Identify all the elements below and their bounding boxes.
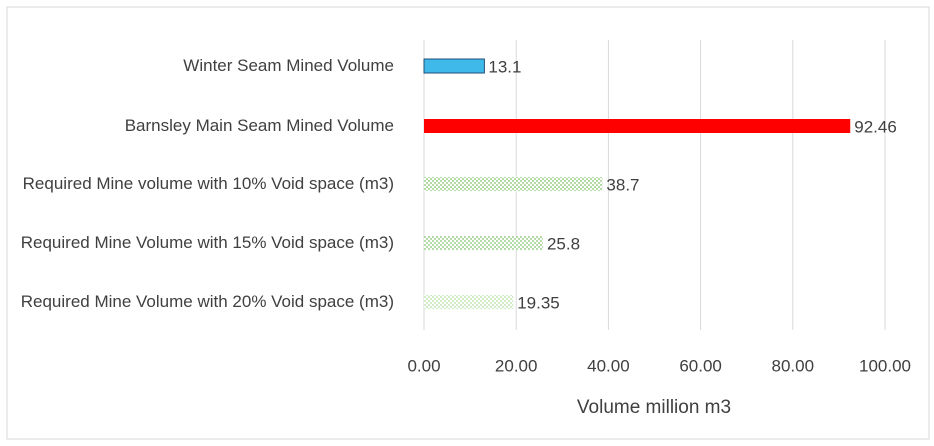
bar xyxy=(424,119,851,133)
category-label: Required Mine Volume with 15% Void space… xyxy=(20,233,394,252)
chart-border xyxy=(6,6,930,440)
x-tick-label: 60.00 xyxy=(679,356,722,375)
value-label: 38.7 xyxy=(606,175,639,194)
x-axis-title: Volume million m3 xyxy=(577,397,731,418)
value-label: 19.35 xyxy=(517,293,560,312)
bar xyxy=(424,177,603,191)
x-tick-label: 20.00 xyxy=(495,356,538,375)
x-tick-label: 0.00 xyxy=(407,356,440,375)
value-label: 13.1 xyxy=(488,57,521,76)
category-label: Required Mine Volume with 20% Void space… xyxy=(20,292,394,311)
x-tick-label: 40.00 xyxy=(587,356,630,375)
bar xyxy=(424,236,543,250)
x-tick-label: 100.00 xyxy=(859,356,911,375)
bar xyxy=(424,295,514,309)
value-label: 92.46 xyxy=(854,117,897,136)
category-label: Winter Seam Mined Volume xyxy=(183,56,394,75)
bar xyxy=(423,58,485,74)
category-label: Barnsley Main Seam Mined Volume xyxy=(124,116,394,135)
x-tick-label: 80.00 xyxy=(772,356,815,375)
value-label: 25.8 xyxy=(547,234,580,253)
category-label: Required Mine volume with 10% Void space… xyxy=(22,174,394,193)
